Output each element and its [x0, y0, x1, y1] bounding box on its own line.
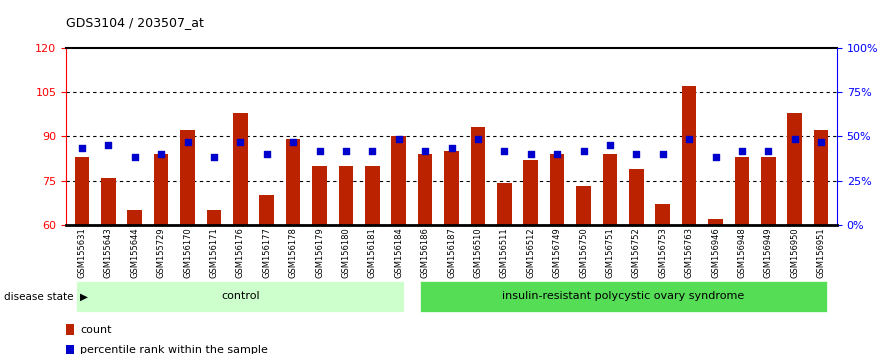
- Point: [523, 151, 537, 157]
- Bar: [497, 183, 512, 225]
- Text: GSM155643: GSM155643: [104, 227, 113, 278]
- Text: GSM156946: GSM156946: [711, 227, 720, 278]
- Bar: [708, 219, 722, 225]
- Text: GSM156750: GSM156750: [579, 227, 588, 278]
- Point: [233, 139, 248, 145]
- Point: [603, 142, 617, 148]
- Bar: [75, 157, 89, 225]
- Text: GSM156948: GSM156948: [737, 227, 746, 278]
- Point: [655, 151, 670, 157]
- Text: GSM156186: GSM156186: [420, 227, 430, 278]
- Bar: [391, 136, 406, 225]
- Bar: [233, 113, 248, 225]
- Point: [550, 151, 564, 157]
- Text: GSM156951: GSM156951: [817, 227, 825, 278]
- Point: [181, 139, 195, 145]
- Point: [313, 148, 327, 154]
- Text: GSM156171: GSM156171: [210, 227, 218, 278]
- Bar: [101, 178, 115, 225]
- Point: [788, 136, 802, 142]
- Bar: [77, 281, 404, 312]
- Bar: [655, 204, 670, 225]
- Point: [339, 148, 353, 154]
- Text: percentile rank within the sample: percentile rank within the sample: [80, 345, 268, 354]
- Point: [418, 148, 433, 154]
- Bar: [444, 151, 459, 225]
- Bar: [419, 281, 826, 312]
- Bar: [181, 130, 195, 225]
- Bar: [682, 86, 696, 225]
- Text: GSM156170: GSM156170: [183, 227, 192, 278]
- Bar: [629, 169, 644, 225]
- Text: control: control: [221, 291, 260, 302]
- Bar: [788, 113, 802, 225]
- Bar: [312, 166, 327, 225]
- Bar: [285, 139, 300, 225]
- Bar: [66, 344, 74, 354]
- Text: GSM156177: GSM156177: [263, 227, 271, 278]
- Point: [444, 145, 458, 151]
- Point: [286, 139, 300, 145]
- Text: GSM156950: GSM156950: [790, 227, 799, 278]
- Text: insulin-resistant polycystic ovary syndrome: insulin-resistant polycystic ovary syndr…: [502, 291, 744, 302]
- Point: [260, 151, 274, 157]
- Bar: [338, 166, 353, 225]
- Text: GSM155729: GSM155729: [157, 227, 166, 278]
- Point: [497, 148, 511, 154]
- Text: GSM156179: GSM156179: [315, 227, 324, 278]
- Text: GSM156749: GSM156749: [552, 227, 561, 278]
- Point: [392, 136, 406, 142]
- Bar: [470, 127, 485, 225]
- Bar: [128, 210, 142, 225]
- Text: GSM156752: GSM156752: [632, 227, 640, 278]
- Point: [629, 151, 643, 157]
- Text: GDS3104 / 203507_at: GDS3104 / 203507_at: [66, 16, 204, 29]
- Text: GSM156510: GSM156510: [473, 227, 483, 278]
- Text: disease state  ▶: disease state ▶: [4, 291, 88, 302]
- Point: [101, 142, 115, 148]
- Text: count: count: [80, 325, 112, 335]
- Text: GSM156511: GSM156511: [500, 227, 509, 278]
- Point: [814, 139, 828, 145]
- Bar: [550, 154, 565, 225]
- Point: [761, 148, 775, 154]
- Bar: [418, 154, 433, 225]
- Point: [735, 148, 749, 154]
- Point: [366, 148, 380, 154]
- Text: GSM156753: GSM156753: [658, 227, 667, 278]
- Point: [470, 136, 485, 142]
- Text: GSM156176: GSM156176: [236, 227, 245, 278]
- Text: GSM156512: GSM156512: [526, 227, 536, 278]
- Text: GSM156180: GSM156180: [342, 227, 351, 278]
- Bar: [761, 157, 775, 225]
- Point: [128, 154, 142, 160]
- Bar: [365, 166, 380, 225]
- Bar: [207, 210, 221, 225]
- Bar: [576, 187, 591, 225]
- Text: GSM155631: GSM155631: [78, 227, 86, 278]
- Bar: [735, 157, 749, 225]
- Bar: [154, 154, 168, 225]
- Bar: [523, 160, 538, 225]
- Point: [682, 136, 696, 142]
- Bar: [66, 324, 74, 335]
- Text: GSM156181: GSM156181: [367, 227, 377, 278]
- Text: GSM156949: GSM156949: [764, 227, 773, 278]
- Bar: [814, 130, 828, 225]
- Text: GSM155644: GSM155644: [130, 227, 139, 278]
- Text: GSM156178: GSM156178: [289, 227, 298, 278]
- Text: GSM156184: GSM156184: [394, 227, 403, 278]
- Text: GSM156187: GSM156187: [447, 227, 456, 278]
- Point: [576, 148, 590, 154]
- Bar: [259, 195, 274, 225]
- Text: GSM156751: GSM156751: [605, 227, 614, 278]
- Point: [154, 151, 168, 157]
- Point: [207, 154, 221, 160]
- Bar: [603, 154, 618, 225]
- Point: [708, 154, 722, 160]
- Text: GSM156763: GSM156763: [685, 227, 693, 278]
- Point: [75, 145, 89, 151]
